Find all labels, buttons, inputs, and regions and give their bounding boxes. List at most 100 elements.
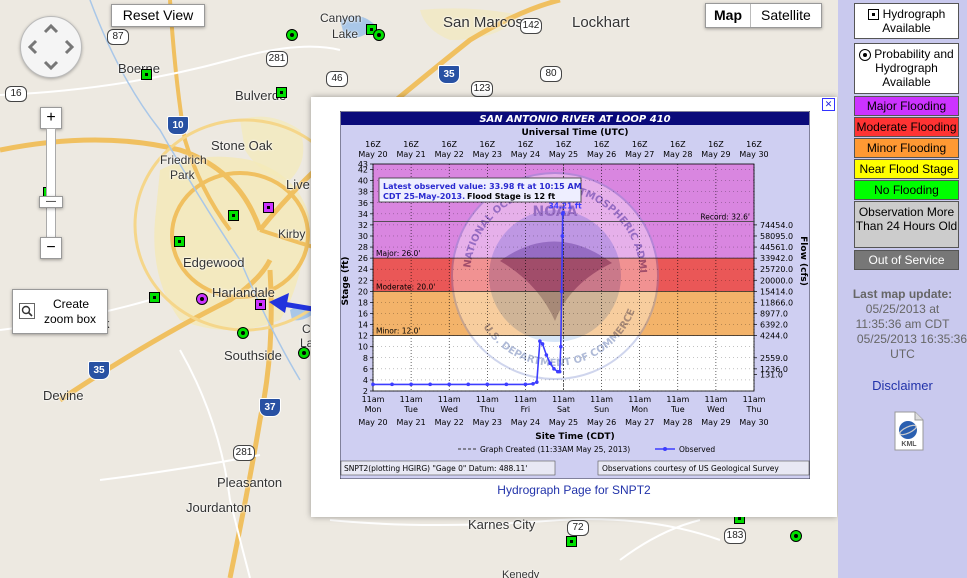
place-stone-oak: Stone Oak	[211, 138, 273, 153]
reset-view-button[interactable]: Reset View	[111, 4, 205, 27]
hydrograph-chart[interactable]: SAN ANTONIO RIVER AT LOOP 410 Universal …	[340, 111, 810, 479]
gauge-marker-no-flooding-prob[interactable]	[237, 327, 249, 339]
stage-tick-label: 4	[363, 376, 368, 385]
latest-value-line-1: Latest observed value: 33.98 ft at 10:15…	[383, 182, 582, 191]
stage-tick-label: 43	[358, 160, 368, 169]
stage-tick-label: 16	[358, 309, 368, 318]
observed-point	[447, 382, 451, 387]
map-type-map-button[interactable]: Map	[706, 4, 751, 27]
courtesy-note: Observations courtesy of US Geological S…	[602, 464, 779, 473]
gauge-marker-major-flooding-selected[interactable]	[255, 299, 266, 310]
top-day-label: May 28	[663, 150, 692, 159]
last-update-title: Last map update:	[852, 287, 953, 301]
stage-tick-label: 12	[358, 332, 368, 341]
bottom-weekday-label: Wed	[440, 405, 457, 414]
stage-tick-label: 20	[358, 287, 368, 296]
bottom-weekday-label: Sat	[557, 405, 570, 414]
disclaimer-link[interactable]: Disclaimer	[872, 378, 933, 393]
place-edgewood: Edgewood	[183, 255, 245, 270]
gauge-marker-no-flooding-prob[interactable]	[790, 530, 802, 542]
create-zoom-box-button[interactable]: Create zoom box	[12, 289, 108, 334]
hydrograph-square-icon	[867, 9, 879, 21]
close-icon[interactable]: ✕	[822, 98, 835, 111]
gauge-info-window: ✕ SAN ANTONIO RIVER AT LOOP 410 Universa…	[311, 97, 837, 517]
create-zoom-box-label-1: Create	[53, 297, 90, 311]
stage-tick-label: 42	[358, 166, 368, 175]
hydrograph-page-link[interactable]: Hydrograph Page for SNPT2	[497, 483, 651, 497]
bottom-day-label: May 24	[511, 418, 540, 427]
bottom-hour-label: 11am	[438, 395, 461, 404]
gauge-marker-no-flooding-prob[interactable]	[298, 347, 310, 359]
road-shield: 183	[724, 528, 746, 544]
legend-hydrograph-available: Hydrograph Available	[854, 3, 959, 39]
kml-icon[interactable]: KML	[893, 410, 925, 452]
bottom-hour-label: 11am	[552, 395, 575, 404]
minus-icon: −	[46, 239, 56, 256]
top-day-label: May 23	[473, 150, 502, 159]
bottom-hour-label: 11am	[666, 395, 689, 404]
gauge-marker-no-flooding[interactable]	[174, 236, 185, 247]
top-day-label: May 29	[701, 150, 730, 159]
flow-tick-label: 15414.0	[760, 287, 793, 296]
flow-tick-label: 33942.0	[760, 254, 793, 263]
zoom-out-button[interactable]: −	[40, 237, 62, 259]
observed-legend-label: Observed	[679, 445, 715, 454]
observed-point	[559, 289, 564, 294]
pan-control[interactable]	[20, 16, 82, 78]
top-hour-label: 16Z	[670, 140, 686, 149]
gauge-marker-no-flooding-prob[interactable]	[286, 29, 298, 41]
legend-major-flooding: Major Flooding	[854, 96, 959, 116]
place-canyon: Canyon	[320, 11, 362, 25]
gauge-marker-no-flooding[interactable]	[141, 69, 152, 80]
river	[89, 0, 301, 381]
observed-series: 34.21 ft	[371, 202, 582, 387]
place-kenedy: Kenedy	[502, 569, 540, 578]
close-icon-glyph: ✕	[824, 99, 833, 109]
gauge-marker-major-flooding-prob[interactable]	[196, 293, 208, 305]
observed-point	[544, 353, 549, 357]
gauge-marker-major-flooding[interactable]	[263, 202, 274, 213]
gauge-marker-no-flooding[interactable]	[228, 210, 239, 221]
top-hour-label: 16Z	[479, 140, 495, 149]
top-hour-label: 16Z	[594, 140, 610, 149]
bottom-weekday-label: Tue	[403, 405, 418, 414]
bottom-day-label: May 28	[663, 418, 692, 427]
top-hour-label: 16Z	[518, 140, 534, 149]
gauge-marker-no-flooding[interactable]	[149, 292, 160, 303]
gauge-marker-no-flooding[interactable]	[276, 87, 287, 98]
kml-icon-label: KML	[901, 441, 917, 448]
bottom-weekday-label: Sun	[594, 405, 609, 414]
bottom-hour-label: 11am	[628, 395, 651, 404]
place-kirby: Kirby	[278, 227, 306, 241]
road	[179, 349, 251, 578]
bottom-day-label: May 27	[625, 418, 654, 427]
zoom-in-button[interactable]: +	[40, 107, 62, 129]
map-type-satellite-button[interactable]: Satellite	[761, 7, 811, 23]
top-hour-label: 16Z	[556, 140, 572, 149]
interstate-shield: 37	[259, 398, 281, 417]
legend-observation-old: Observation More Than 24 Hours Old	[854, 201, 959, 248]
record-label: Record: 32.6'	[700, 213, 750, 222]
gauge-marker-no-flooding[interactable]	[566, 536, 577, 547]
top-hour-label: 16Z	[632, 140, 648, 149]
zoom-slider-track[interactable]	[46, 128, 56, 238]
place-c: C	[302, 322, 311, 336]
flow-tick-label: 74454.0	[760, 221, 793, 230]
stage-tick-label: 26	[358, 254, 368, 263]
create-zoom-box-label-2: zoom box	[44, 312, 97, 326]
observed-point	[485, 382, 490, 387]
stage-tick-label: 2	[363, 387, 368, 396]
bottom-hour-label: 11am	[590, 395, 613, 404]
observed-point	[409, 382, 413, 387]
zoom-slider-handle[interactable]: —	[39, 196, 63, 208]
legend-near-flood-stage: Near Flood Stage	[854, 159, 959, 179]
top-day-label: May 21	[396, 150, 425, 159]
gauge-marker-no-flooding-prob[interactable]	[373, 29, 385, 41]
flow-tick-label: 1236.0	[760, 365, 788, 374]
legend-minor-flooding: Minor Flooding	[854, 138, 959, 158]
place-harlandale: Harlandale	[212, 285, 275, 300]
datum-note-box	[340, 460, 556, 476]
